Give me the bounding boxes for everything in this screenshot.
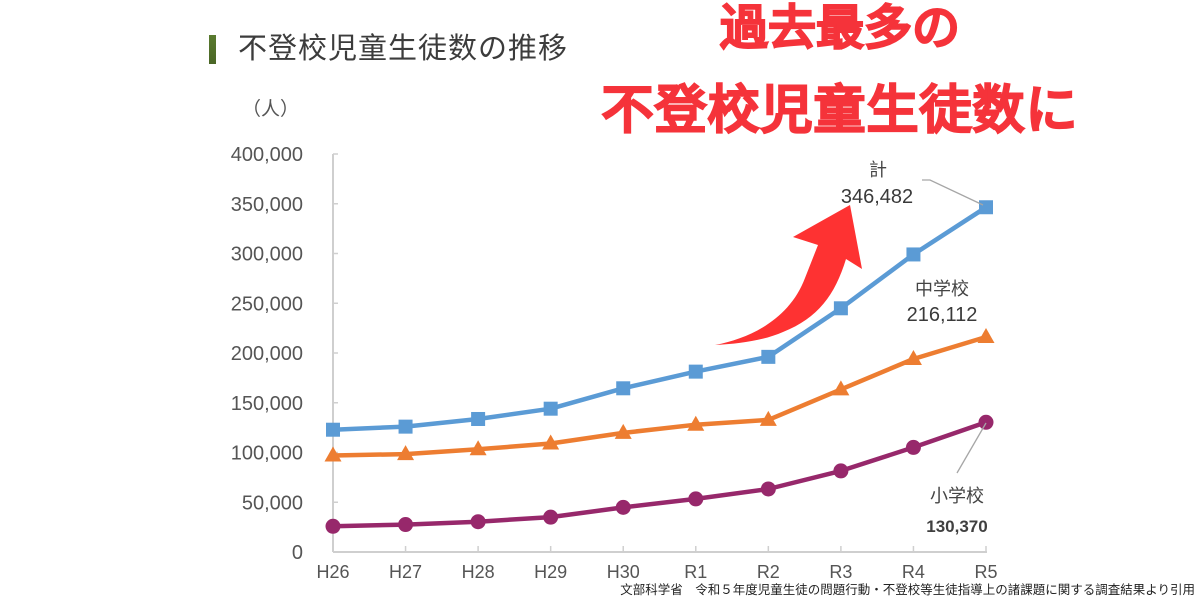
data-point-circle (398, 517, 414, 533)
x-tick-label: R5 (974, 562, 997, 582)
series-line (330, 205, 989, 432)
trend-arrow (715, 205, 862, 345)
data-point-triangle (832, 380, 850, 396)
y-tick-label: 0 (292, 542, 303, 564)
x-tick-label: R2 (757, 562, 780, 582)
data-point-circle (760, 481, 776, 497)
junior-high-annotation-label: 中学校 (915, 279, 969, 300)
data-point-circle (688, 491, 704, 507)
series-triangle (324, 327, 995, 462)
data-point-triangle (614, 423, 632, 439)
x-tick-label: R4 (902, 562, 925, 582)
data-point-square (326, 422, 340, 437)
data-point-triangle (687, 415, 705, 431)
y-tick-label: 250,000 (231, 293, 303, 315)
total-annotation-label: 計 (869, 160, 887, 181)
y-tick-label: 200,000 (231, 343, 303, 365)
y-tick-label: 300,000 (231, 244, 303, 266)
series-line (330, 334, 989, 458)
y-tick-label: 50,000 (242, 492, 303, 514)
x-tick-label: H27 (389, 562, 422, 582)
y-tick-label: 350,000 (231, 194, 303, 216)
data-point-circle (833, 463, 849, 479)
y-ticks: 0 50,000 100,000 150,000 200,000 250,000 300,0… (231, 144, 338, 564)
x-tick-label: H26 (316, 562, 349, 582)
total-annotation-value: 346,482 (841, 186, 913, 208)
chart-title: 不登校児童生徒数の推移 (238, 31, 569, 65)
x-tick-label: H28 (462, 562, 495, 582)
data-point-circle (615, 499, 631, 515)
x-tick-label: R1 (684, 562, 707, 582)
data-point-square (979, 200, 993, 215)
data-point-square (616, 381, 631, 396)
series-square (326, 200, 993, 437)
data-point-triangle (324, 446, 342, 462)
elementary-leader-line (956, 422, 987, 474)
data-point-circle (325, 518, 341, 534)
axes (332, 154, 987, 553)
data-point-circle (978, 414, 994, 430)
junior-high-annotation-value: 216,112 (907, 304, 978, 326)
series-layer (324, 200, 995, 534)
data-point-square (761, 349, 776, 364)
data-point-square (833, 301, 848, 316)
headline-line-2: 不登校児童生徒数に (601, 80, 1079, 142)
x-tick-label: R3 (829, 562, 852, 582)
data-point-triangle (542, 434, 560, 450)
y-tick-label: 100,000 (231, 443, 303, 465)
data-point-square (471, 411, 486, 426)
elementary-annotation-label: 小学校 (930, 486, 984, 507)
x-tick-label: H30 (607, 562, 640, 582)
y-axis-unit-label: （人） (242, 98, 300, 120)
data-point-circle (905, 439, 921, 455)
data-point-triangle (469, 440, 487, 456)
x-tick-label: H29 (534, 562, 567, 582)
data-point-square (543, 401, 558, 416)
data-point-square (398, 419, 413, 434)
data-point-circle (470, 514, 486, 530)
headline-line-1: 過去最多の (719, 0, 961, 57)
data-point-triangle (977, 327, 995, 343)
y-tick-label: 150,000 (231, 393, 303, 415)
title-accent-bar (209, 35, 216, 64)
y-tick-label: 400,000 (231, 144, 303, 166)
series-line (330, 420, 989, 529)
x-ticks: H26 H27 H28 H29 H30 R1 R2 R3 R4 R5 (316, 546, 998, 582)
data-point-triangle (397, 445, 415, 461)
data-point-triangle (904, 350, 922, 366)
data-point-square (906, 247, 921, 262)
total-leader-line (922, 179, 984, 206)
data-point-triangle (759, 410, 777, 426)
elementary-annotation-value: 130,370 (926, 517, 987, 536)
source-citation: 文部科学省 令和５年度児童生徒の問題行動・不登校等生徒指導上の諸課題に関する調査… (620, 582, 1195, 597)
data-point-square (688, 364, 703, 379)
data-point-circle (543, 509, 559, 525)
series-circle (325, 414, 994, 534)
